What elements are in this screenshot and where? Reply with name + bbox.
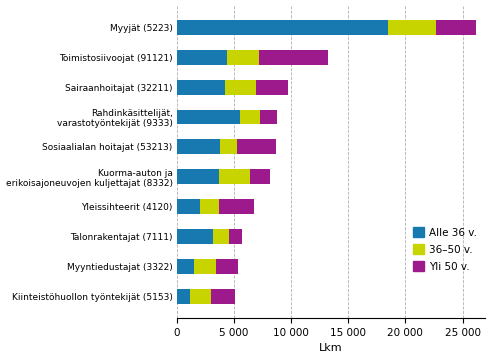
- Bar: [177, 20, 388, 35]
- Bar: [219, 199, 254, 214]
- Bar: [177, 50, 227, 65]
- Bar: [213, 229, 229, 244]
- Bar: [227, 50, 259, 65]
- Bar: [436, 20, 476, 35]
- Bar: [177, 199, 199, 214]
- Bar: [177, 139, 220, 154]
- Bar: [237, 139, 276, 154]
- Bar: [220, 139, 237, 154]
- Bar: [216, 259, 239, 274]
- X-axis label: Lkm: Lkm: [319, 344, 343, 354]
- Bar: [225, 80, 256, 94]
- Bar: [177, 109, 240, 125]
- Bar: [177, 169, 219, 184]
- Bar: [177, 259, 194, 274]
- Bar: [191, 289, 211, 304]
- Bar: [229, 229, 242, 244]
- Bar: [388, 20, 436, 35]
- Bar: [256, 80, 288, 94]
- Bar: [194, 259, 216, 274]
- Bar: [177, 80, 225, 94]
- Bar: [259, 50, 327, 65]
- Legend: Alle 36 v., 36–50 v., Yli 50 v.: Alle 36 v., 36–50 v., Yli 50 v.: [410, 224, 480, 275]
- Bar: [240, 109, 260, 125]
- Bar: [260, 109, 277, 125]
- Bar: [177, 229, 213, 244]
- Bar: [211, 289, 235, 304]
- Bar: [219, 169, 250, 184]
- Bar: [177, 289, 191, 304]
- Bar: [199, 199, 219, 214]
- Bar: [250, 169, 271, 184]
